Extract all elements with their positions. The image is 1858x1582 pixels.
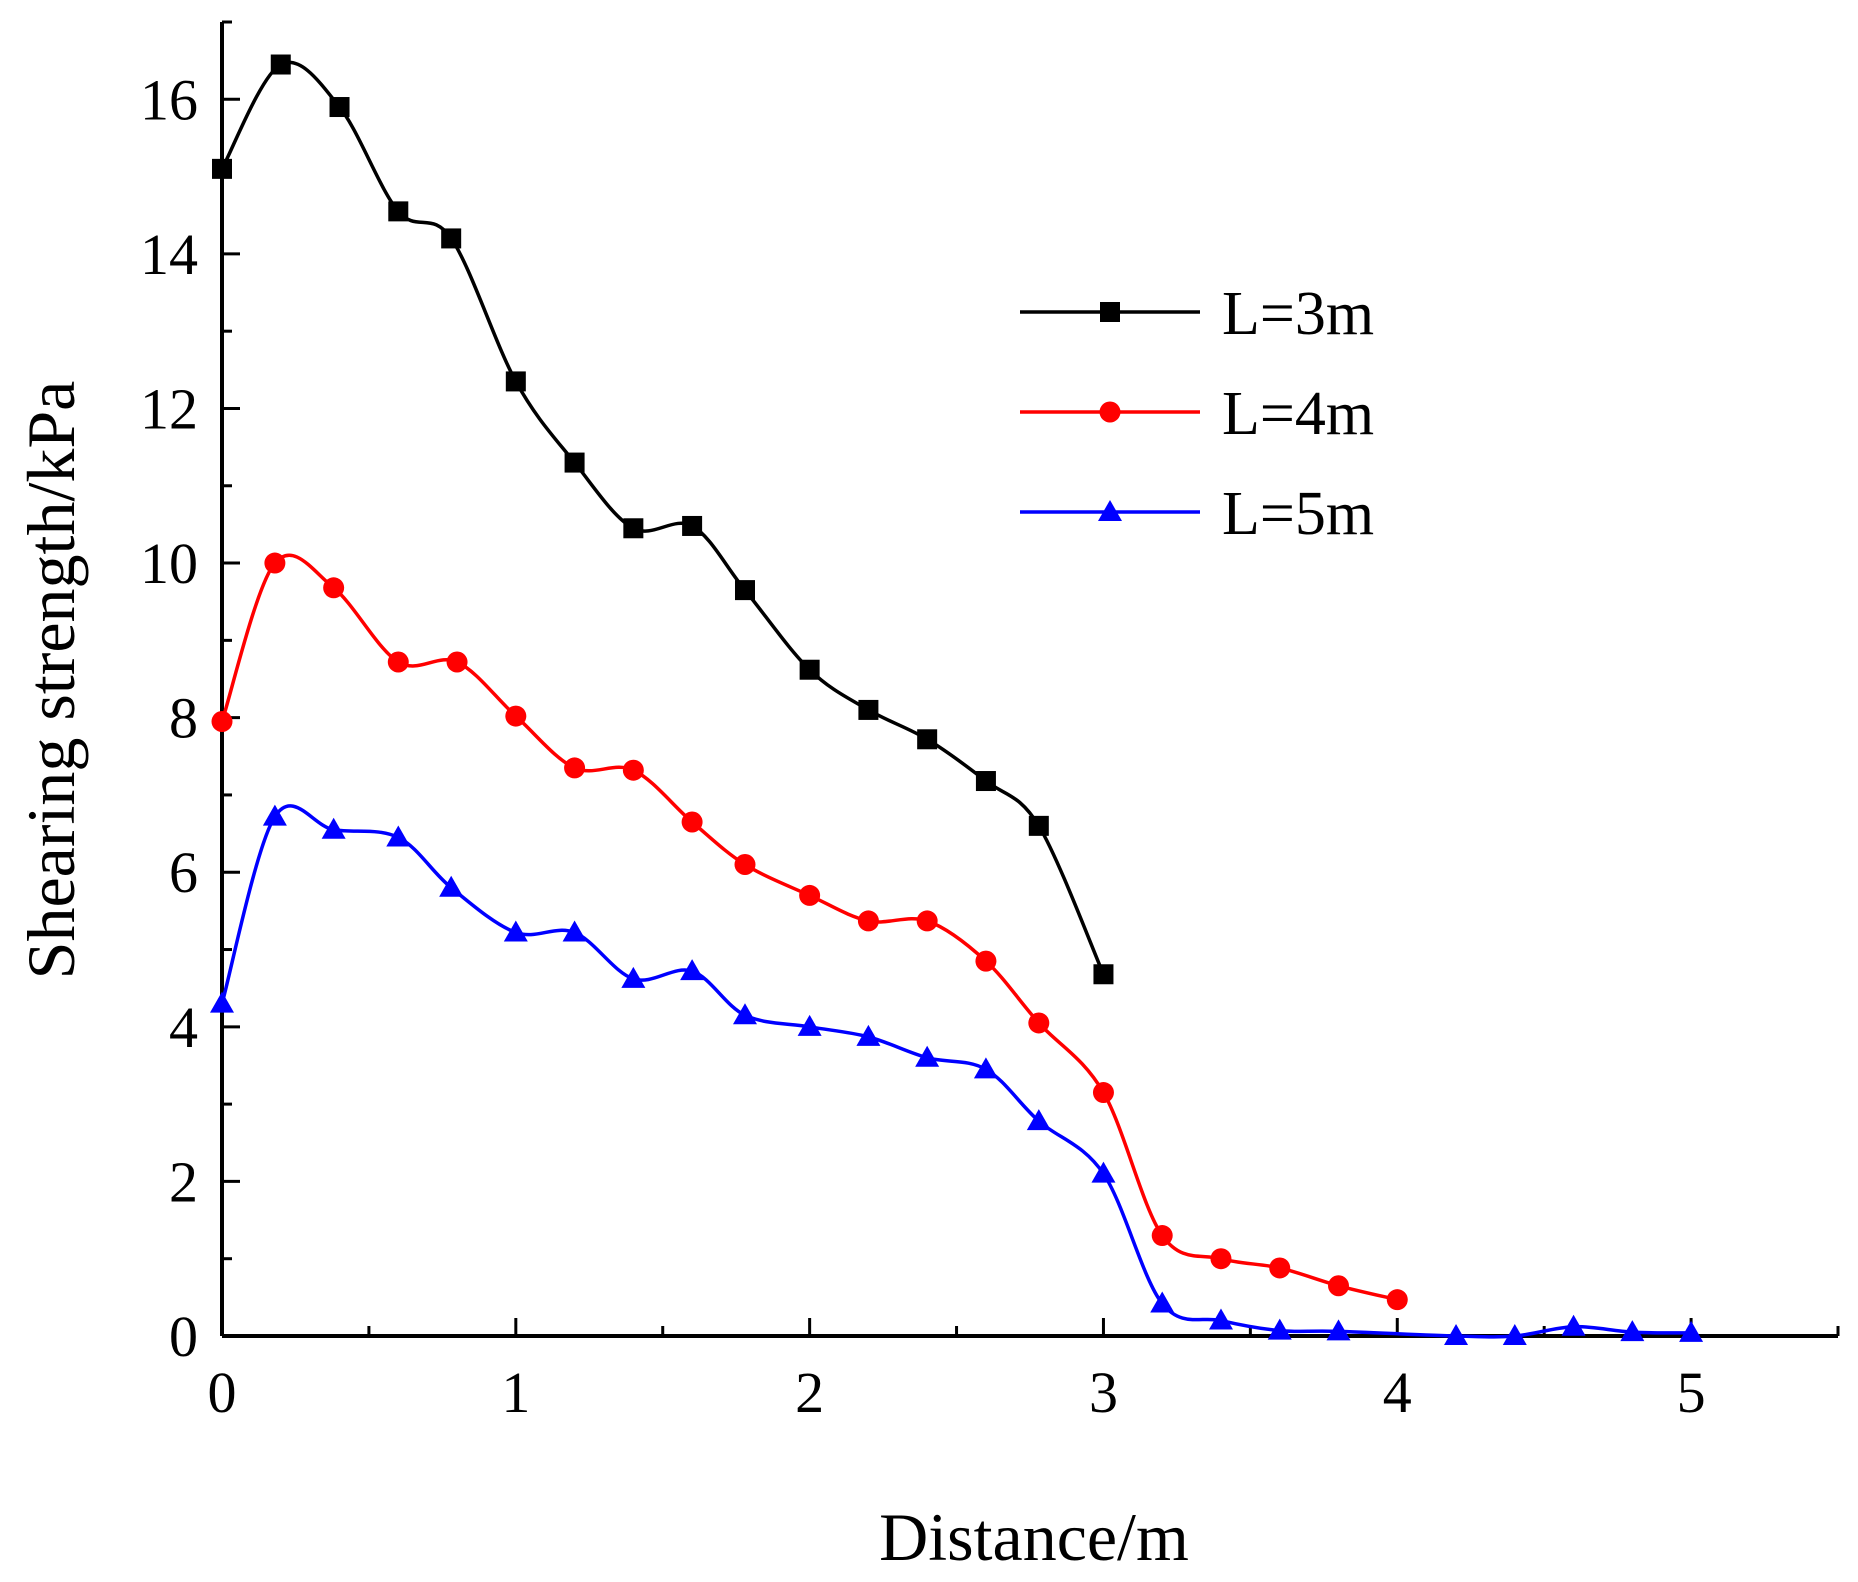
data-point [682,515,703,536]
data-point [321,817,346,839]
data-point [505,705,527,727]
data-point [446,651,468,673]
data-point [1210,1248,1232,1270]
data-point [732,1003,757,1025]
series-line [220,60,1106,975]
y-tick-label: 10 [140,531,198,596]
legend-entry: L=5m [1020,480,1374,548]
data-point [916,910,938,932]
data-point [1386,1289,1408,1311]
series-line [220,553,1398,1302]
data-point [680,959,705,981]
legend-marker [1100,302,1120,322]
series-L=5m [210,804,1704,1345]
data-point [621,966,646,988]
data-point [262,804,287,826]
data-point [973,1057,998,1079]
data-point [734,580,755,601]
legend-marker [1098,500,1122,521]
data-point [1267,1318,1292,1340]
data-point [562,920,587,942]
y-tick-label: 6 [169,840,198,905]
data-point [917,729,938,750]
data-point [797,1014,822,1036]
x-tick-label: 3 [1089,1360,1118,1425]
legend-entry: L=4m [1020,380,1374,448]
x-tick-label: 2 [795,1360,824,1425]
x-tick-label: 5 [1677,1360,1706,1425]
data-point [264,552,286,574]
axes [220,22,1838,1338]
data-point [1326,1319,1351,1341]
data-point [1328,1275,1350,1297]
data-point [858,699,879,720]
x-tick-label: 0 [208,1360,237,1425]
data-point [623,518,644,539]
legend: L=3m L=4m L=5m [1020,280,1374,548]
y-tick-label: 12 [140,376,198,441]
y-tick-label: 4 [169,995,198,1060]
series-L=4m [211,552,1408,1311]
y-axis-title: Shearing strength/kPa [13,381,89,980]
data-point [734,854,756,876]
x-axis-title: Distance/m [879,1499,1189,1575]
data-point [857,910,879,932]
data-point [1091,1161,1116,1183]
data-point [1028,1012,1050,1034]
data-point [212,158,232,179]
data-point [505,371,526,392]
data-point [1028,815,1049,836]
y-tick-label: 2 [169,1149,198,1214]
data-point [211,711,233,733]
data-point [564,757,586,779]
data-point [1208,1308,1233,1330]
data-point [503,920,528,942]
data-point [329,97,350,118]
data-point [564,452,585,473]
series-layer [210,54,1704,1345]
data-point [681,811,703,833]
data-point [975,950,997,972]
x-tick-label: 1 [501,1360,530,1425]
y-ticks: 0 2 4 6 8 10 12 14 16 [140,20,240,1369]
data-point [975,771,996,792]
data-point [1092,1082,1114,1104]
data-point [439,875,464,897]
data-point [210,991,234,1013]
data-point [270,54,291,75]
data-point [323,577,345,599]
data-point [1093,964,1114,985]
data-point [387,651,409,673]
legend-entry: L=3m [1020,280,1374,348]
y-tick-label: 8 [169,686,198,751]
series-L=3m [212,54,1114,985]
legend-label: L=5m [1222,480,1374,548]
data-point [799,659,820,680]
data-point [1150,1291,1175,1313]
data-point [1151,1225,1173,1247]
y-tick-label: 16 [140,67,198,132]
data-point [856,1024,881,1046]
legend-label: L=3m [1222,280,1374,348]
y-tick-label: 0 [169,1304,198,1369]
series-line [220,804,1692,1339]
data-point [386,825,411,847]
data-point [915,1045,940,1067]
data-point [622,759,644,781]
data-point [1679,1320,1704,1342]
x-tick-label: 4 [1383,1360,1412,1425]
legend-label: L=4m [1222,380,1374,448]
data-point [1620,1320,1645,1342]
y-tick-label: 14 [140,222,198,287]
data-point [799,884,821,906]
legend-marker [1099,401,1121,423]
data-point [1026,1109,1051,1131]
data-point [441,228,462,249]
data-point [1269,1257,1291,1279]
data-point [388,201,409,222]
data-point [1502,1324,1527,1345]
data-point [1561,1314,1586,1336]
data-point [1444,1324,1469,1345]
